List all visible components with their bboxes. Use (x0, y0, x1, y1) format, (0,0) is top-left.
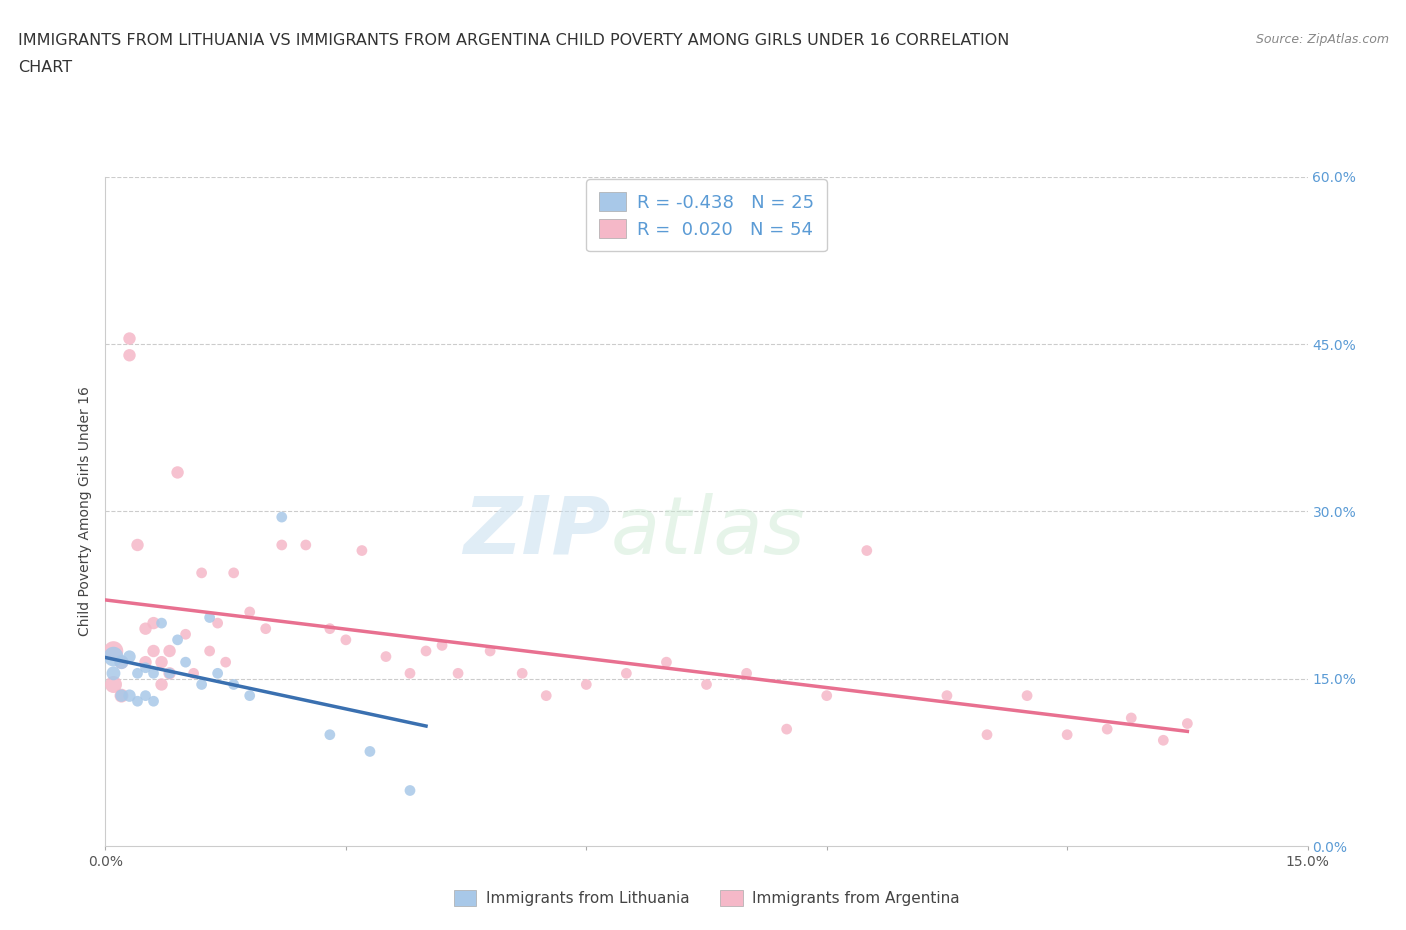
Point (207, 616, 229, 631)
Point (135, 621, 157, 636)
Point (239, 604, 262, 619)
Point (399, 783, 422, 798)
Point (103, 677, 125, 692)
Point (142, 644, 165, 658)
Point (855, 543, 877, 558)
Point (1017, 688, 1039, 703)
Point (159, 644, 181, 658)
Point (447, 666, 470, 681)
Point (142, 666, 165, 681)
Point (655, 655, 678, 670)
Point (166, 465, 188, 480)
Text: Source: ZipAtlas.com: Source: ZipAtlas.com (1256, 33, 1389, 46)
Point (359, 744, 381, 759)
Point (534, 688, 557, 703)
Point (936, 688, 959, 703)
Point (239, 688, 262, 703)
Point (110, 655, 132, 670)
Point (127, 666, 149, 681)
Point (1056, 727, 1078, 742)
Point (776, 722, 799, 737)
Point (295, 538, 318, 552)
Point (127, 694, 149, 709)
Point (214, 655, 236, 670)
Point (135, 660, 157, 675)
Y-axis label: Child Poverty Among Girls Under 16: Child Poverty Among Girls Under 16 (79, 387, 93, 636)
Point (174, 627, 197, 642)
Point (190, 565, 212, 580)
Point (1097, 722, 1119, 737)
Point (135, 655, 157, 670)
Point (319, 621, 342, 636)
Point (190, 677, 212, 692)
Point (479, 644, 502, 658)
Point (575, 677, 598, 692)
Point (335, 632, 357, 647)
Point (142, 694, 165, 709)
Point (166, 632, 188, 647)
Point (207, 666, 229, 681)
Point (110, 688, 132, 703)
Point (150, 616, 173, 631)
Point (1121, 711, 1143, 725)
Point (159, 666, 181, 681)
Point (1152, 733, 1174, 748)
Point (510, 666, 533, 681)
Point (198, 610, 221, 625)
Point (174, 655, 197, 670)
Point (430, 638, 453, 653)
Point (198, 644, 221, 658)
Point (976, 727, 998, 742)
Legend: Immigrants from Lithuania, Immigrants from Argentina: Immigrants from Lithuania, Immigrants fr… (447, 884, 966, 912)
Text: IMMIGRANTS FROM LITHUANIA VS IMMIGRANTS FROM ARGENTINA CHILD POVERTY AMONG GIRLS: IMMIGRANTS FROM LITHUANIA VS IMMIGRANTS … (18, 33, 1010, 47)
Point (350, 543, 373, 558)
Text: atlas: atlas (610, 493, 806, 571)
Point (399, 666, 422, 681)
Point (270, 510, 292, 525)
Point (118, 331, 141, 346)
Point (118, 649, 141, 664)
Point (270, 538, 292, 552)
Point (103, 644, 125, 658)
Point (696, 677, 718, 692)
Point (142, 616, 165, 631)
Point (118, 688, 141, 703)
Point (103, 666, 125, 681)
Point (616, 666, 638, 681)
Point (815, 688, 838, 703)
Point (127, 538, 149, 552)
Point (150, 655, 173, 670)
Point (319, 727, 342, 742)
Point (110, 655, 132, 670)
Point (110, 688, 132, 703)
Point (159, 666, 181, 681)
Point (1177, 716, 1199, 731)
Text: ZIP: ZIP (463, 493, 610, 571)
Point (150, 677, 173, 692)
Point (103, 649, 125, 664)
Point (135, 688, 157, 703)
Point (735, 666, 758, 681)
Text: CHART: CHART (18, 60, 72, 75)
Point (374, 649, 398, 664)
Point (118, 348, 141, 363)
Point (415, 644, 437, 658)
Point (222, 565, 245, 580)
Point (254, 621, 277, 636)
Point (222, 677, 245, 692)
Point (183, 666, 205, 681)
